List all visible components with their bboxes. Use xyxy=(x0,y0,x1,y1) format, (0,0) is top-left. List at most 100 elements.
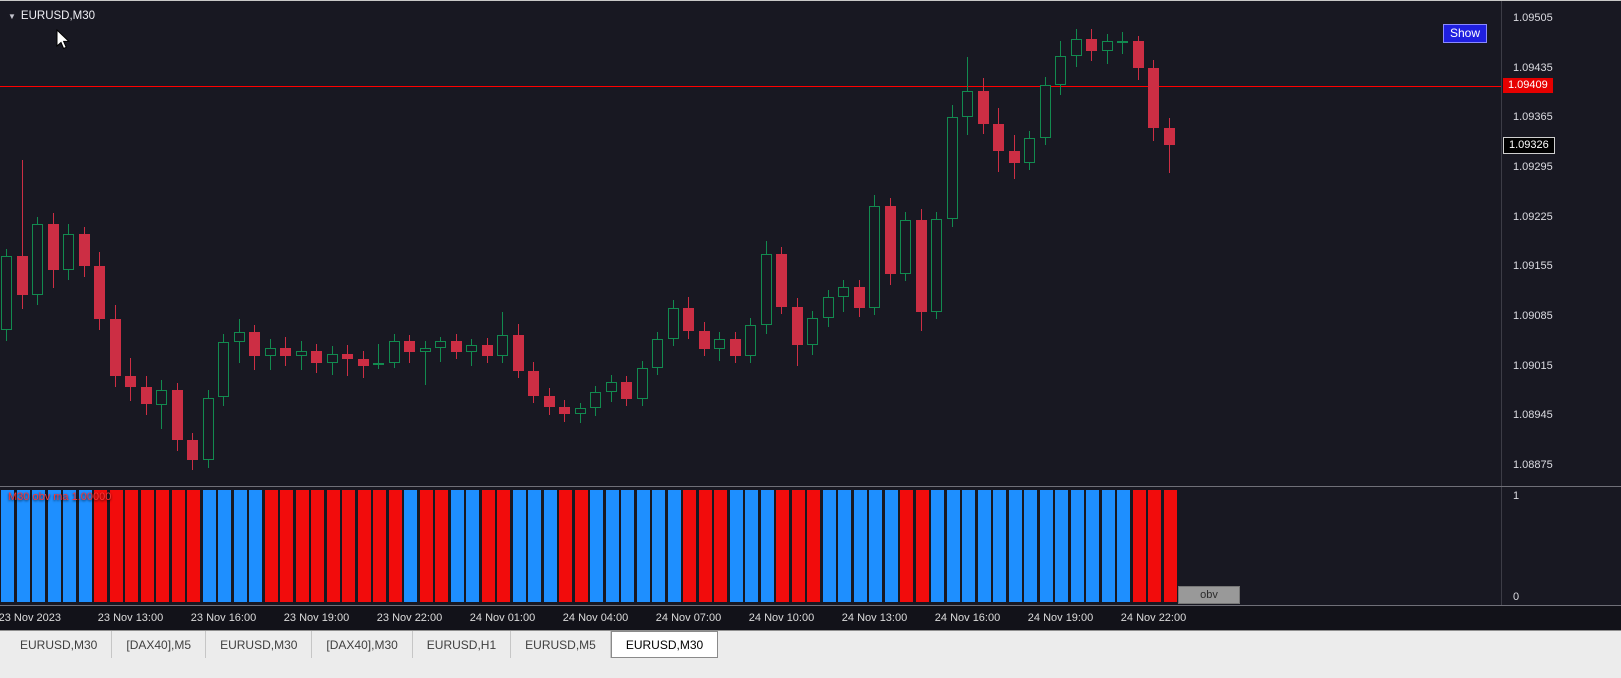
candle xyxy=(791,306,803,345)
time-axis-label: 24 Nov 01:00 xyxy=(469,612,536,624)
obv-bar xyxy=(915,490,929,602)
obv-bar xyxy=(512,490,526,602)
obv-bar xyxy=(1132,490,1146,602)
candle xyxy=(140,386,152,405)
ask-price-tag: 1.09409 xyxy=(1503,78,1553,93)
obv-bar xyxy=(698,490,712,602)
candle xyxy=(202,397,214,460)
obv-bar xyxy=(1070,490,1084,602)
chart-tab[interactable]: EURUSD,H1 xyxy=(413,631,512,658)
obv-bar xyxy=(543,490,557,602)
candle xyxy=(807,318,818,345)
chart-tab[interactable]: [DAX40],M5 xyxy=(112,631,207,658)
candle-wick xyxy=(347,345,348,377)
obv-tooltip-badge: obv xyxy=(1178,586,1240,604)
pane-separator[interactable] xyxy=(0,605,1621,606)
obv-bar xyxy=(977,490,991,602)
candle xyxy=(435,340,446,348)
price-axis-label: 1.09155 xyxy=(1513,260,1553,272)
candle xyxy=(497,335,508,357)
show-button[interactable]: Show xyxy=(1443,24,1488,43)
time-axis-label: 24 Nov 16:00 xyxy=(934,612,1001,624)
time-axis[interactable]: 23 Nov 2023 23 Nov 13:00 23 Nov 16:00 23 No… xyxy=(0,606,1621,630)
candle xyxy=(760,254,772,326)
obv-bar xyxy=(605,490,619,602)
obv-bar xyxy=(683,490,696,602)
obv-bar xyxy=(218,490,231,602)
obv-bar xyxy=(1148,490,1161,602)
chart-tab[interactable]: EURUSD,M30 xyxy=(610,631,719,658)
candle xyxy=(109,319,121,377)
obv-bar xyxy=(1008,490,1022,602)
bid-price-tag: 1.09326 xyxy=(1503,137,1555,154)
obv-bar xyxy=(884,490,898,602)
candle xyxy=(187,440,198,460)
obv-bar xyxy=(760,490,774,602)
time-axis-label: 24 Nov 19:00 xyxy=(1027,612,1094,624)
obv-bar xyxy=(931,490,944,602)
obv-bar xyxy=(32,490,45,602)
price-axis-label: 1.09015 xyxy=(1513,360,1553,372)
candle xyxy=(1024,137,1035,164)
obv-bar xyxy=(900,490,913,602)
candle xyxy=(636,367,648,399)
candle xyxy=(1117,41,1128,44)
chart-tab[interactable]: EURUSD,M5 xyxy=(511,631,611,658)
candle xyxy=(698,330,710,350)
obv-bar xyxy=(311,490,324,602)
time-axis-label: 23 Nov 13:00 xyxy=(97,612,164,624)
candle xyxy=(729,339,741,357)
obv-bar xyxy=(1117,490,1130,602)
time-axis-label: 23 Nov 19:00 xyxy=(283,612,350,624)
indicator-scale-top: 1 xyxy=(1513,490,1520,502)
candle-wick xyxy=(471,339,472,367)
obv-bar xyxy=(574,490,588,602)
obv-bar xyxy=(1,490,14,602)
obv-bar xyxy=(714,490,727,602)
price-chart-pane[interactable]: ▼ EURUSD,M30 Show xyxy=(0,1,1501,486)
price-axis-label: 1.09505 xyxy=(1513,12,1553,24)
obv-indicator-pane[interactable]: M30 obv ma 1.00000 obv xyxy=(0,487,1501,605)
candle xyxy=(388,340,400,364)
time-axis-label: 23 Nov 22:00 xyxy=(376,612,443,624)
candle xyxy=(605,381,617,392)
candle xyxy=(931,218,942,313)
chart-tabs: EURUSD,M30 [DAX40],M5 EURUSD,M30 [DAX40],M3… xyxy=(0,631,1621,658)
candle xyxy=(993,123,1004,151)
obv-bar xyxy=(1055,490,1068,602)
obv-bar xyxy=(776,490,789,602)
obv-bar xyxy=(202,490,216,602)
candle xyxy=(528,370,539,396)
obv-bar xyxy=(1101,490,1115,602)
chart-tab[interactable]: [DAX40],M30 xyxy=(312,631,413,658)
candle xyxy=(1039,85,1051,138)
chart-tab[interactable]: EURUSD,M30 xyxy=(206,631,313,658)
obv-bar xyxy=(1024,490,1037,602)
candle xyxy=(419,347,431,353)
time-axis-label: 23 Nov 2023 xyxy=(0,612,61,624)
price-axis-label: 1.09085 xyxy=(1513,310,1553,322)
candle-wick xyxy=(378,343,379,370)
candle xyxy=(295,350,307,357)
pane-separator[interactable] xyxy=(0,486,1621,487)
price-scale[interactable]: 1.09409 1.09326 1 0 1.09505 1.09435 1.0936… xyxy=(1501,1,1621,606)
obv-bar xyxy=(993,490,1006,602)
time-axis-label: 24 Nov 22:00 xyxy=(1120,612,1187,624)
obv-bar xyxy=(125,490,138,602)
obv-bar xyxy=(1163,490,1177,602)
candle xyxy=(977,91,989,124)
candle xyxy=(543,396,555,408)
obv-bar xyxy=(357,490,371,602)
candle xyxy=(171,390,183,440)
candle xyxy=(466,345,477,353)
obv-bar xyxy=(729,490,743,602)
obv-bar xyxy=(404,490,417,602)
obv-bar xyxy=(63,490,76,602)
obv-bar xyxy=(47,490,61,602)
candle xyxy=(1132,41,1144,69)
chart-tab[interactable]: EURUSD,M30 xyxy=(6,631,113,658)
candle xyxy=(512,335,524,371)
chart-symbol-label[interactable]: ▼ EURUSD,M30 xyxy=(8,10,95,22)
dropdown-arrow-icon: ▼ xyxy=(8,11,16,21)
